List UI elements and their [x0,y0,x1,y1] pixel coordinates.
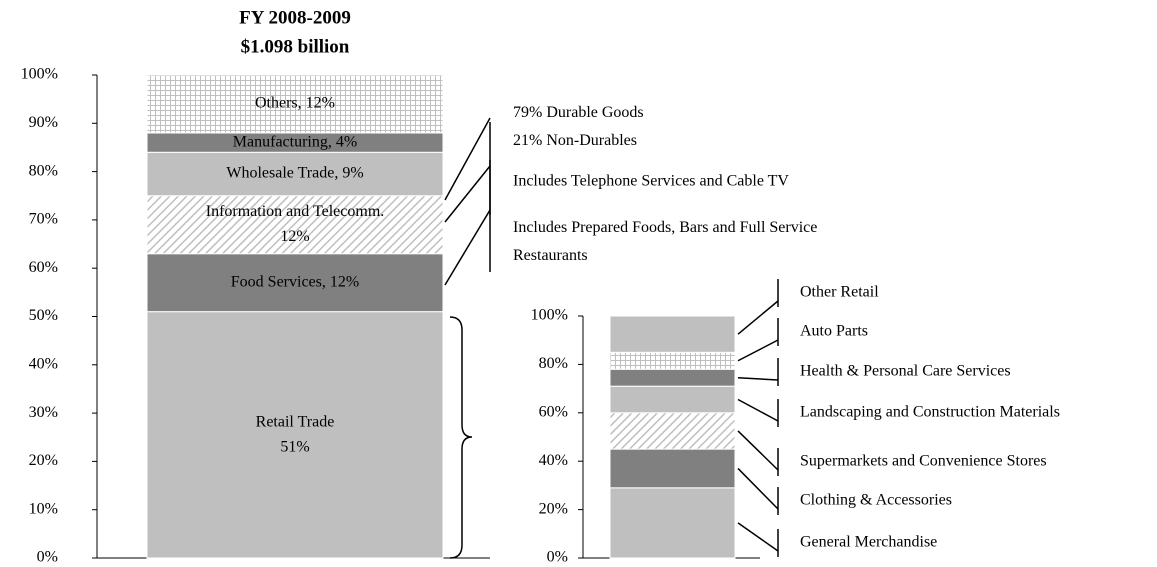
bar-segment [146,151,444,197]
y-tick-label: 50% [29,307,58,324]
leader-line [737,300,779,335]
chart-title: FY 2008-2009 [239,7,351,28]
y-tick-label: 10% [29,500,58,517]
category-label: Landscaping and Construction Materials [800,404,1060,421]
segment-label: Manufacturing, 4% [233,133,357,150]
bar-segment [609,487,736,559]
bar-segment [609,368,736,387]
bar-segment [609,385,736,414]
leader-line [737,376,779,381]
bar-segment [146,253,444,313]
annotation-line [444,165,491,223]
bar-segment [146,311,444,559]
y-tick-label: 90% [29,114,58,131]
category-label: Clothing & Accessories [800,492,952,509]
bar-segment [609,351,736,370]
segment-label: Others, 12% [255,95,335,112]
y-tick-label: 20% [539,500,568,517]
category-label: Supermarkets and Convenience Stores [800,453,1047,470]
category-label: Auto Parts [800,323,868,340]
segment-label: Wholesale Trade, 9% [226,165,363,182]
annotation-line [444,209,491,286]
category-label: Health & Personal Care Services [800,363,1011,380]
y-tick-label: 60% [29,259,58,276]
category-label: General Merchandise [800,534,937,551]
segment-label: Food Services, 12% [231,273,359,290]
category-label: Other Retail [800,284,879,301]
y-tick-label: 80% [29,162,58,179]
annotation: 79% Durable Goods 21% Non-Durables [513,104,644,149]
y-tick-label: 100% [21,66,58,83]
brace [449,316,473,559]
bar-segment [609,412,736,450]
annotation-line [444,117,491,201]
leader-line [737,467,779,510]
y-tick-label: 100% [531,307,568,324]
y-tick-label: 30% [29,404,58,421]
leader-line [737,430,779,471]
annotation: Includes Prepared Foods, Bars and Full S… [513,219,817,264]
y-tick-label: 60% [539,403,568,420]
bar-segment [146,74,444,134]
segment-label: Retail Trade 51% [256,413,335,455]
y-tick-label: 80% [539,355,568,372]
annotation: Includes Telephone Services and Cable TV [513,173,789,190]
y-tick-label: 0% [547,549,568,566]
bar-segment [609,315,736,353]
y-tick-label: 70% [29,211,58,228]
leader-line [737,522,779,552]
y-tick-label: 20% [29,452,58,469]
leader-line [737,339,779,362]
y-tick-label: 40% [539,452,568,469]
y-tick-label: 0% [37,549,58,566]
segment-label: Information and Telecomm. 12% [206,203,385,245]
y-tick-label: 40% [29,355,58,372]
leader-line [737,398,779,422]
chart-subtitle: $1.098 billion [241,36,350,57]
bar-segment [609,448,736,489]
